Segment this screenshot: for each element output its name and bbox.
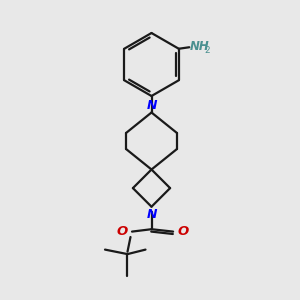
Text: O: O bbox=[116, 225, 128, 238]
Text: O: O bbox=[177, 225, 188, 238]
Text: NH: NH bbox=[190, 40, 210, 53]
Text: N: N bbox=[146, 208, 157, 221]
Text: N: N bbox=[146, 99, 157, 112]
Text: 2: 2 bbox=[204, 46, 210, 55]
